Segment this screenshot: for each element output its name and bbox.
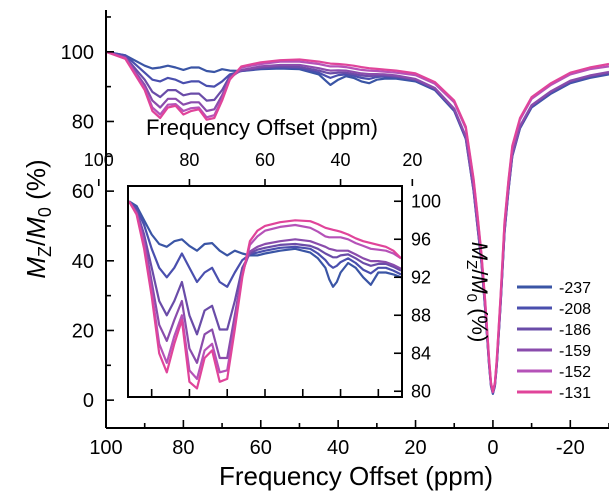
main-y-ticks: 0 20 40 60 80 100: [61, 16, 114, 412]
main-ylabel-slash: /: [21, 238, 51, 246]
main-ylabel-m2: M: [21, 217, 51, 239]
legend: -237 -208 -186 -159 -152 -131: [517, 280, 591, 402]
inset-x-tick-label: 20: [402, 150, 422, 170]
inset-ylabel-s1: Z: [463, 260, 480, 269]
main-x-ticks: 100 80 60 40 20 0 -20: [89, 420, 609, 459]
inset-x-tick-label: 100: [84, 150, 114, 170]
inset-y-tick-label: 96: [411, 229, 431, 249]
inset-y-tick-label: 92: [411, 267, 431, 287]
main-y-tick-label: 20: [72, 320, 94, 342]
inset-ylabel-m2: M: [467, 275, 492, 294]
legend-label: -131: [559, 385, 591, 402]
inset-y-axis-label: MZ/M0 (%): [463, 242, 492, 343]
main-y-tick-label: 100: [61, 42, 94, 64]
main-y-tick-label: 0: [83, 390, 94, 412]
legend-label: -159: [559, 343, 591, 360]
legend-label: -186: [559, 322, 591, 339]
inset-chart: 100 80 60 40 20 80 84 88 92 96 100 Frequency Offs…: [84, 115, 492, 401]
main-x-tick-label: 80: [172, 437, 194, 459]
inset-y-tick-label: 88: [411, 305, 431, 325]
inset-x-tick-label: 40: [331, 150, 351, 170]
inset-x-ticks: 100 80 60 40 20: [84, 150, 422, 396]
inset-ylabel-m1: M: [467, 242, 492, 261]
inset-ylabel-slash: /: [467, 269, 492, 276]
main-ylabel-s2: 0: [35, 207, 55, 217]
main-y-tick-label: 40: [72, 251, 94, 273]
inset-x-tick-label: 80: [179, 150, 199, 170]
main-chart: 100 80 60 40 20 0 -20 0 20 40 60 80 100 Frequency O…: [21, 10, 609, 491]
main-y-axis-label: MZ/M0 (%): [21, 159, 55, 278]
inset-series-line-1: [128, 200, 402, 288]
main-ylabel-m1: M: [21, 257, 51, 279]
inset-series-group: [128, 200, 402, 390]
legend-label: -237: [559, 280, 591, 297]
inset-series-line-3: [128, 200, 402, 336]
inset-series-line-6: [128, 200, 402, 390]
main-y-tick-label: 60: [72, 181, 94, 203]
main-x-axis-label: Frequency Offset (ppm): [219, 461, 493, 491]
inset-y-tick-label: 84: [411, 343, 431, 363]
inset-ylabel-unit: (%): [467, 302, 492, 342]
inset-series-line-2: [128, 200, 402, 288]
main-x-tick-label: 60: [250, 437, 272, 459]
inset-x-tick-label: 60: [255, 150, 275, 170]
inset-ylabel-s2: 0: [463, 294, 480, 302]
main-x-tick-label: 0: [487, 437, 498, 459]
inset-y-tick-label: 100: [411, 191, 441, 211]
main-x-tick-label: 100: [89, 437, 122, 459]
inset-series-line-5: [128, 200, 402, 380]
main-x-tick-label: 20: [404, 437, 426, 459]
main-series-line-6: [105, 50, 609, 393]
main-ylabel-s1: Z: [35, 246, 55, 257]
inset-y-ticks: 80 84 88 92 96 100: [394, 191, 441, 401]
legend-label: -208: [559, 301, 591, 318]
main-x-tick-label: 40: [327, 437, 349, 459]
inset-series-line-4: [128, 200, 402, 364]
main-y-tick-label: 80: [72, 111, 94, 133]
inset-background: [128, 186, 402, 397]
main-ylabel-unit: (%): [21, 159, 51, 207]
main-series-group: [105, 50, 609, 395]
inset-y-tick-label: 80: [411, 381, 431, 401]
main-x-tick-label: -20: [556, 437, 585, 459]
legend-label: -152: [559, 364, 591, 381]
inset-x-axis-label: Frequency Offset (ppm): [146, 115, 378, 140]
